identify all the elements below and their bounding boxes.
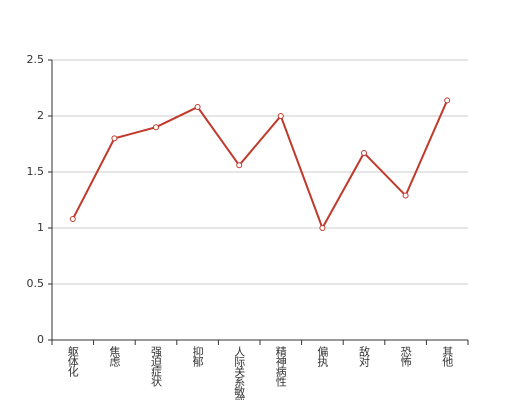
x-tick-label: 精神病性: [274, 346, 287, 388]
point: [194, 104, 201, 111]
x-tick-label: 焦虑: [108, 346, 121, 367]
y-tick-label: 0: [37, 333, 44, 346]
y-tick-label: 0.5: [27, 277, 45, 290]
point: [236, 162, 243, 169]
line: [71, 99, 449, 231]
point: [69, 216, 76, 223]
x-tick-label: 人际关系敏感: [233, 346, 246, 400]
y-tick-label: 1.5: [27, 165, 45, 178]
x-tick-label: 其他: [441, 346, 454, 367]
y-tick-label: 2.5: [27, 53, 45, 66]
point: [277, 113, 284, 119]
point: [319, 225, 326, 231]
point: [111, 135, 118, 142]
point: [444, 97, 451, 104]
point: [361, 149, 367, 156]
x-tick-label: 躯体化: [66, 346, 79, 378]
x-tick-label: 抑郁: [191, 345, 204, 367]
point: [153, 124, 159, 131]
x-tick-label: 强迫症状: [150, 346, 163, 387]
x-tick-label: 恐怖: [399, 346, 412, 367]
x-tick-label: 敌对: [358, 345, 371, 367]
x-tick-label: 偏执: [316, 345, 329, 368]
point: [402, 192, 409, 199]
y-tick-label: 1: [37, 221, 44, 234]
y-tick-label: 2: [37, 109, 44, 122]
